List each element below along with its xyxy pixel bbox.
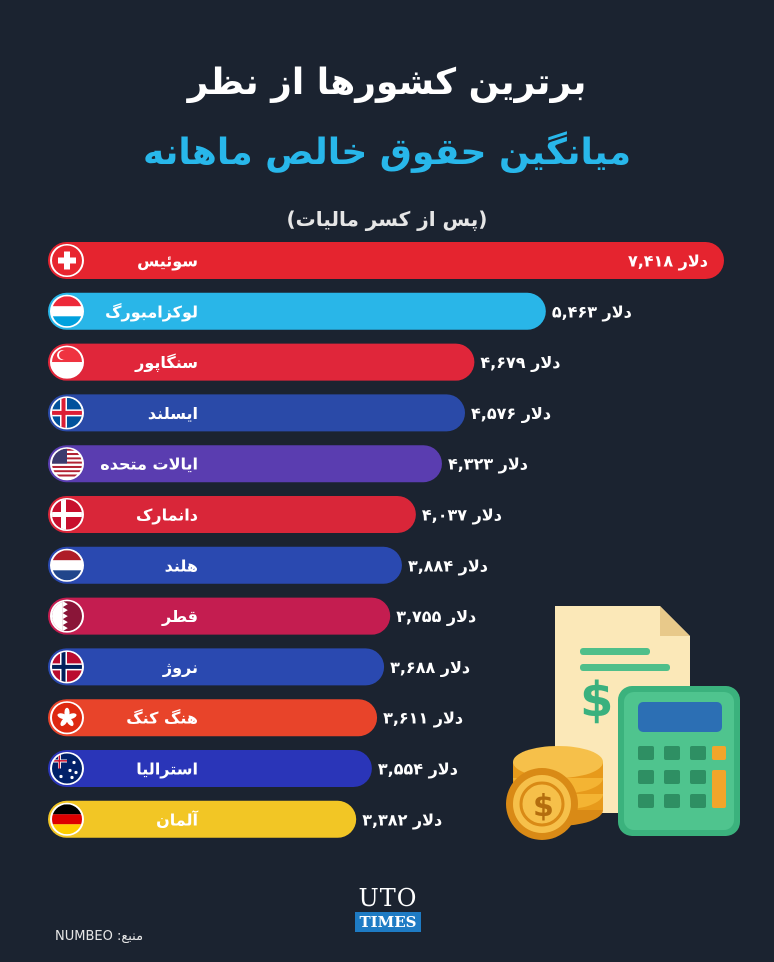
bar-group: سنگاپور ۴,۶۷۹ دلار (48, 343, 560, 381)
uto-times-logo: UTO TIMES (350, 886, 426, 932)
logo-uto-text: UTO (358, 884, 418, 912)
title-line1: برترین کشورها از نظر (187, 62, 587, 103)
bar-country-label: ایالات متحده (100, 455, 198, 474)
bar-value-label: ۳,۳۸۲ دلار (362, 810, 442, 829)
flag-denmark-icon (52, 499, 82, 530)
bar-country-label: لوکزامبورگ (105, 302, 198, 321)
bar-value-label: ۴,۰۳۷ دلار (422, 506, 502, 525)
bar-country-label: هلند (165, 556, 198, 575)
bar-value-label: ۴,۶۷۹ دلار (480, 353, 560, 372)
flag-switzerland-icon (52, 245, 82, 276)
bar (48, 800, 357, 838)
bar (48, 699, 378, 737)
bar-value-label: ۷,۴۱۸ دلار (628, 252, 708, 271)
bar-value-label: ۳,۷۵۵ دلار (396, 607, 476, 626)
bar (48, 242, 724, 279)
flag-netherlands-icon (52, 550, 82, 581)
bar-value-label: ۳,۶۱۱ دلار (383, 709, 463, 728)
bar-group: هنگ کنگ ۳,۶۱۱ دلار (48, 699, 463, 737)
flag-australia-icon (52, 753, 82, 784)
bar (48, 648, 385, 686)
bar-value-label: ۳,۶۸۸ دلار (390, 658, 470, 677)
flag-iceland-icon (52, 397, 82, 428)
calculator-icon (618, 686, 740, 836)
title-line2: میانگین حقوق خالص ماهانه (143, 132, 631, 173)
bar-group: ایسلند ۴,۵۷۶ دلار (48, 394, 551, 432)
flag-singapore-icon (52, 347, 82, 378)
bar-group: نروژ ۳,۶۸۸ دلار (48, 648, 470, 686)
source-label: منبع: NUMBEO (55, 929, 144, 944)
flag-germany-icon (52, 804, 82, 835)
bar (48, 750, 372, 787)
bar-country-label: نروژ (162, 658, 198, 677)
bar-country-label: سوئیس (137, 252, 198, 271)
bar-country-label: سنگاپور (134, 353, 198, 373)
bar (48, 445, 442, 483)
bar-group: لوکزامبورگ ۵,۴۶۳ دلار (48, 292, 632, 330)
flag-hong-kong-icon (52, 702, 82, 733)
flag-qatar-icon (52, 601, 82, 632)
bar (48, 597, 391, 635)
flag-norway-icon (52, 651, 82, 682)
flag-luxembourg-icon (52, 296, 82, 327)
bar (48, 394, 466, 432)
bar-country-label: قطر (161, 607, 198, 626)
bar-country-label: آلمان (156, 809, 198, 829)
bar-group: هلند ۳,۸۸۴ دلار (48, 546, 488, 584)
bar-country-label: ایسلند (148, 404, 198, 423)
bar-group: آلمان ۳,۳۸۲ دلار (48, 800, 442, 838)
flag-united-states-icon (52, 448, 82, 479)
bar-group: استرالیا ۳,۵۵۴ دلار (48, 750, 458, 787)
title-line3: (پس از کسر مالیات) (286, 207, 488, 231)
bar (48, 343, 475, 381)
logo-times-text: TIMES (355, 912, 421, 932)
coins-icon: $ (506, 746, 603, 840)
bar-group: قطر ۳,۷۵۵ دلار (48, 597, 476, 635)
svg-text:$: $ (580, 672, 613, 728)
bar-value-label: ۳,۵۵۴ دلار (378, 760, 458, 779)
bar-group: سوئیس ۷,۴۱۸ دلار (48, 242, 724, 279)
bar-value-label: ۳,۸۸۴ دلار (408, 556, 488, 575)
bar-group: دانمارک ۴,۰۳۷ دلار (48, 496, 502, 533)
bar-country-label: هنگ کنگ (126, 709, 198, 728)
bar-group: ایالات متحده ۴,۳۲۳ دلار (48, 445, 528, 483)
bar-value-label: ۵,۴۶۳ دلار (552, 302, 632, 321)
bar-value-label: ۴,۵۷۶ دلار (471, 404, 551, 423)
bar (48, 546, 402, 584)
calculator-coins-illustration: $ $ (506, 606, 740, 840)
svg-text:$: $ (533, 789, 554, 824)
bar (48, 292, 546, 330)
bar-value-label: ۴,۳۲۳ دلار (448, 455, 528, 474)
bar-country-label: استرالیا (136, 760, 198, 779)
bar-country-label: دانمارک (136, 506, 198, 525)
bar (48, 496, 416, 533)
